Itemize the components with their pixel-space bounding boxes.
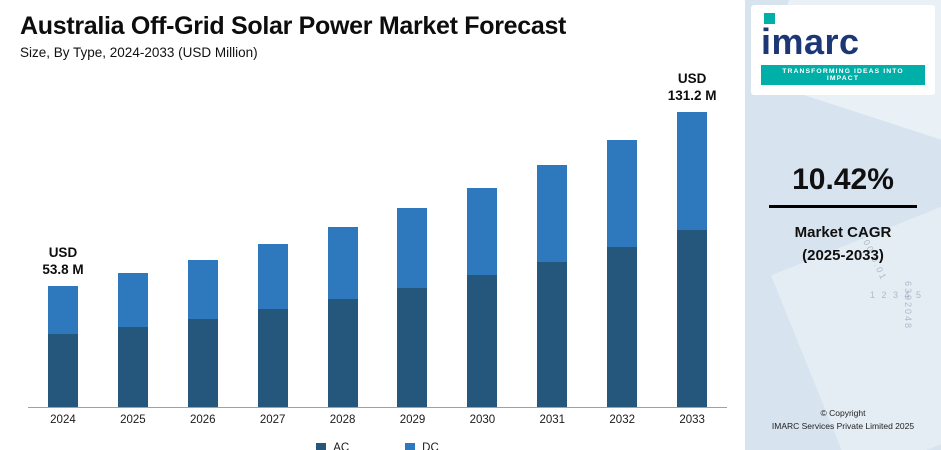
bar-2031 (537, 112, 568, 407)
bar-group-2024: USD 53.8 M (28, 112, 98, 407)
bar-group-2032 (587, 112, 657, 407)
value-annotation-2024: USD 53.8 M (42, 245, 84, 278)
bar-segment-dc-2028 (327, 227, 358, 300)
bar-group-2025 (98, 112, 168, 407)
info-panel: 6392048 0.00 0.01 1 2 3 4 5 imarc TRANSF… (745, 0, 941, 450)
legend-label-dc: DC (422, 442, 439, 450)
bar-group-2030 (447, 112, 517, 407)
cagr-label: Market CAGR (2025-2033) (745, 222, 941, 267)
x-axis-label-2032: 2032 (609, 414, 635, 426)
bar-group-2029 (378, 112, 448, 407)
legend-swatch-ac (316, 443, 327, 450)
bar-segment-dc-2026 (187, 259, 218, 319)
legend-label-ac: AC (333, 442, 350, 450)
bar-segment-ac-2024 (47, 334, 78, 407)
bar-group-2026 (168, 112, 238, 407)
legend-item-dc: DC (405, 442, 439, 450)
legend-swatch-dc (405, 443, 416, 450)
bar-segment-ac-2027 (257, 309, 288, 407)
decorative-numbers: 1 2 3 4 5 (869, 290, 923, 300)
x-axis-label-2033: 2033 (679, 414, 705, 426)
bar-segment-dc-2033 (677, 112, 708, 231)
bar-2024 (47, 112, 78, 407)
imarc-tagline: TRANSFORMING IDEAS INTO IMPACT (761, 65, 925, 86)
x-axis-labels: 2024 2025 2026 2027 2028 2029 2030 2031 2032 2033 (28, 414, 727, 426)
plot-area: USD 53.8 M USD 131.2 M (28, 71, 727, 408)
bar-2029 (397, 112, 428, 407)
bar-segment-ac-2028 (327, 299, 358, 407)
bar-group-2031 (517, 112, 587, 407)
bar-segment-ac-2025 (117, 326, 148, 407)
bar-segment-dc-2025 (117, 273, 148, 327)
decorative-numbers: 6392048 (903, 280, 913, 330)
cagr-block: 10.42% Market CAGR (2025-2033) (745, 163, 941, 267)
x-axis-label-2024: 2024 (50, 414, 76, 426)
bar-segment-dc-2030 (467, 187, 498, 276)
bar-2033 (677, 112, 708, 407)
bar-segment-ac-2029 (397, 287, 428, 407)
copyright-line2: IMARC Services Private Limited 2025 (771, 421, 915, 432)
bar-segment-ac-2030 (467, 275, 498, 407)
bar-segment-dc-2027 (257, 244, 288, 310)
value-annotation-2033: USD 131.2 M (667, 71, 717, 104)
bar-2026 (187, 112, 218, 407)
bar-2030 (467, 112, 498, 407)
copyright-line1: © Copyright (820, 407, 866, 418)
imarc-logo-card: imarc TRANSFORMING IDEAS INTO IMPACT (751, 5, 935, 96)
cagr-label-line1: Market CAGR (794, 224, 892, 242)
bar-segment-dc-2031 (537, 164, 568, 262)
cagr-value: 10.42% (792, 163, 894, 197)
bar-segment-ac-2026 (187, 318, 218, 407)
bar-2025 (117, 112, 148, 407)
bar-segment-ac-2033 (677, 230, 708, 407)
cagr-underline (769, 205, 917, 209)
page-title: Australia Off-Grid Solar Power Market Fo… (20, 12, 567, 40)
chart-section: Australia Off-Grid Solar Power Market Fo… (20, 12, 727, 450)
chart-legend: AC DC (28, 442, 727, 450)
bar-2032 (607, 112, 638, 407)
x-axis-label-2027: 2027 (259, 414, 286, 426)
legend-item-ac: AC (316, 442, 349, 450)
bar-2027 (257, 112, 288, 407)
bar-group-2033: USD 131.2 M (657, 71, 727, 407)
stacked-bar-chart: USD 53.8 M USD 131.2 M 2024 2025 2026 2027 2028… (28, 71, 727, 450)
bar-segment-dc-2032 (607, 139, 638, 247)
x-axis-label-2030: 2030 (469, 414, 496, 426)
x-axis-label-2028: 2028 (329, 414, 356, 426)
bar-2028 (327, 112, 358, 407)
bar-group-2028 (308, 112, 378, 407)
cagr-label-line2: (2025-2033) (802, 246, 884, 264)
bar-segment-ac-2031 (537, 261, 568, 407)
bar-group-2027 (238, 112, 308, 407)
copyright: © Copyright IMARC Services Private Limit… (745, 407, 941, 434)
x-axis-label-2029: 2029 (399, 414, 426, 426)
bar-segment-dc-2029 (397, 208, 428, 288)
bar-segment-dc-2024 (47, 286, 78, 335)
imarc-logo-text: imarc (761, 21, 860, 62)
bar-segment-ac-2032 (607, 246, 638, 407)
imarc-logo-square-icon (764, 13, 775, 24)
x-axis-label-2025: 2025 (120, 414, 146, 426)
page-subtitle: Size, By Type, 2024-2033 (USD Million) (20, 45, 258, 60)
x-axis-label-2026: 2026 (189, 414, 216, 426)
x-axis-label-2031: 2031 (539, 414, 566, 426)
